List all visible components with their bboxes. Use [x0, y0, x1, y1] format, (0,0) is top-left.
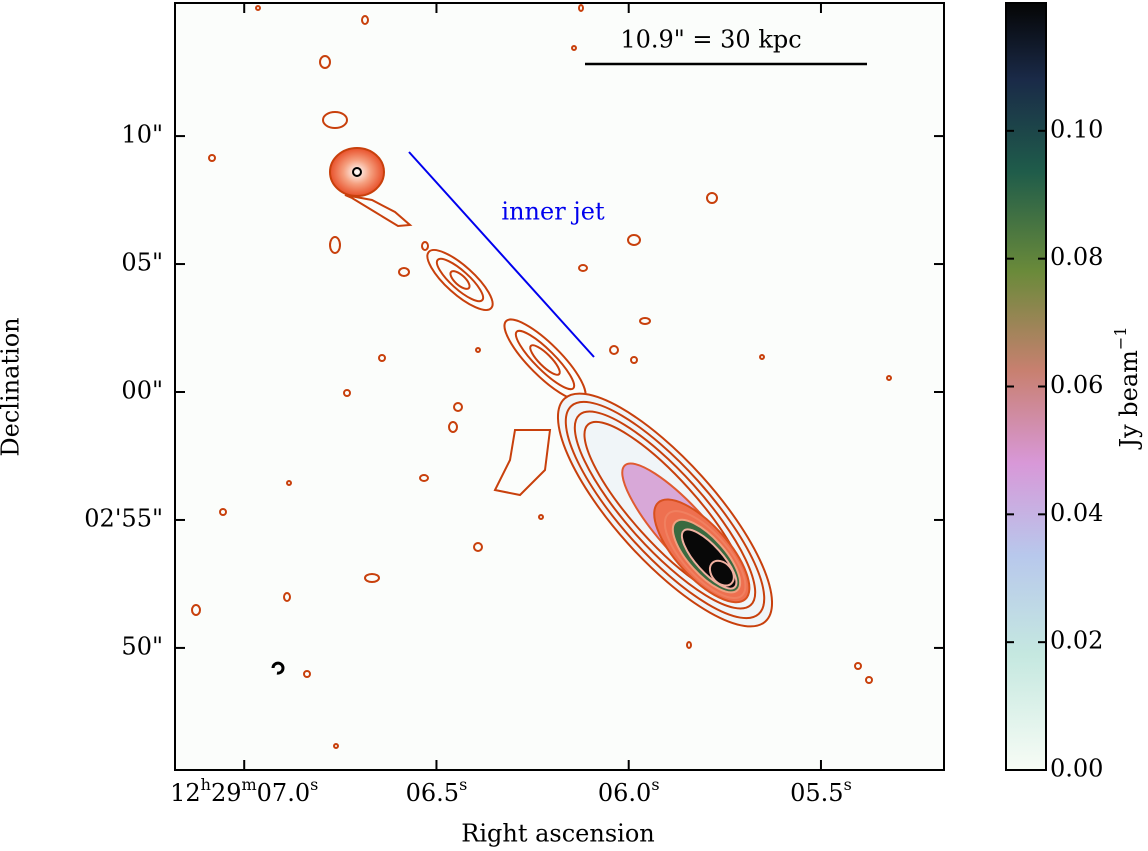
y-tick-label: 02'55" — [84, 504, 163, 532]
x-tick-label-part: 12 — [170, 779, 201, 807]
y-tick-label: 05" — [121, 249, 163, 277]
colorbar-tick-label: 0.08 — [1050, 243, 1103, 271]
radio-source — [191, 4, 892, 749]
plot-area — [175, 3, 944, 770]
colorbar-tick-label: 0.06 — [1050, 371, 1103, 399]
colorbar-label-text: Jy beam — [1115, 350, 1143, 451]
x-tick-label-part: 06.5 — [406, 779, 459, 807]
x-tick-label-part: h — [201, 775, 211, 794]
plot-frame — [174, 2, 945, 771]
x-axis-label: Right ascension — [461, 820, 654, 848]
y-tick-label: 10" — [121, 121, 163, 149]
colorbar-tick-label: 0.02 — [1050, 627, 1103, 655]
x-tick-label: 12h29m07.0s — [170, 775, 318, 807]
x-tick-label-part: m — [241, 775, 256, 794]
jet-line — [408, 151, 595, 358]
x-tick-label: 06.0s — [598, 775, 660, 807]
colorbar-tick-label: 0.04 — [1050, 499, 1103, 527]
colorbar-label: Jy beam−1 — [1111, 326, 1143, 450]
x-tick-label-part: 05.5 — [790, 779, 843, 807]
x-tick-label-part: s — [310, 775, 318, 794]
colorbar-tick-label: 0.00 — [1050, 755, 1103, 783]
y-tick-label: 00" — [121, 377, 163, 405]
x-tick-label-part: s — [651, 775, 659, 794]
colorbar-label-exponent: −1 — [1111, 326, 1130, 350]
x-tick-label-part: 07.0 — [257, 779, 310, 807]
x-tick-label-part: s — [459, 775, 467, 794]
annotation: 10.9" = 30 kpc — [620, 26, 801, 54]
x-tick-label: 06.5s — [406, 775, 468, 807]
annotation: inner jet — [501, 198, 605, 226]
y-tick-label: 50" — [121, 632, 163, 660]
x-tick-label-part: s — [844, 775, 852, 794]
x-tick-label-part: 29 — [211, 779, 242, 807]
colorbar-tick-label: 0.10 — [1050, 115, 1103, 143]
y-axis-label: Declination — [0, 317, 25, 456]
x-tick-label-part: 06.0 — [598, 779, 651, 807]
x-tick-label: 05.5s — [790, 775, 852, 807]
